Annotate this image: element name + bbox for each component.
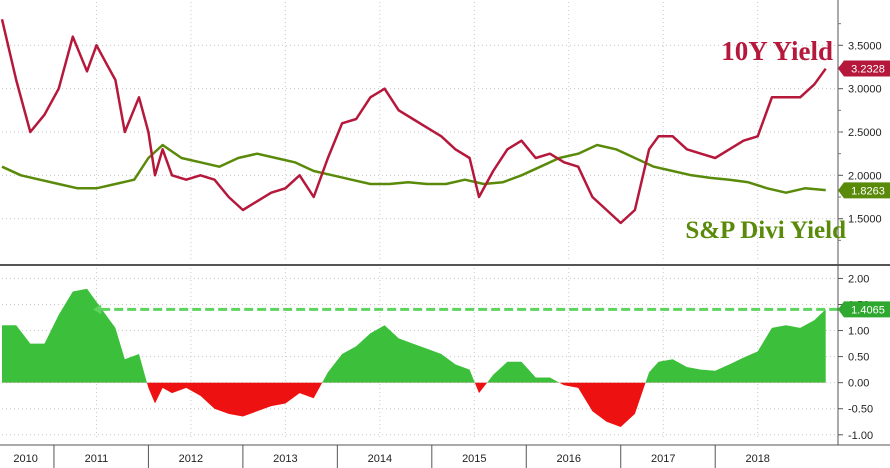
ten-year-last-value-badge-shape: [838, 60, 890, 77]
x-tick-label: 2011: [85, 453, 109, 465]
x-tick-label: 2017: [651, 453, 675, 465]
spread-area-series: [2, 288, 838, 427]
x-axis: 2010 2011 2012 2013 2014 2015 2016 2017 2018: [13, 445, 770, 468]
bottom-y-tick-label: 0.50: [848, 352, 869, 364]
x-tick-label: 2012: [179, 453, 203, 465]
top-y-tick-label: 1.5000: [848, 214, 882, 226]
x-tick-label: 2016: [557, 453, 581, 465]
top-y-tick-label: 2.5000: [848, 127, 882, 139]
bottom-y-tick-label: -1.00: [848, 430, 873, 442]
divi-last-value-badge-shape: [838, 182, 890, 199]
spread-positive-area: [2, 288, 826, 383]
divi-last-value-badge: 1.8263: [838, 182, 890, 199]
yield-line-series: [0, 19, 827, 225]
ten-year-yield-label: 10Y Yield: [721, 36, 833, 66]
ten-year-last-value-badge-text: 3.2328: [851, 63, 885, 75]
bottom-panel-y-axis: -1.00-0.500.000.501.001.502.00: [838, 273, 873, 442]
ten-year-yield-line: [0, 19, 827, 225]
spread-negative-area: [2, 382, 826, 427]
bottom-y-tick-label: -0.50: [848, 404, 873, 416]
bottom-y-tick-label: 2.00: [848, 273, 869, 285]
spread-last-value-badge-shape: [838, 301, 890, 318]
x-tick-label: 2013: [273, 453, 297, 465]
spread-last-value-badge-text: 1.4065: [851, 304, 885, 316]
divi-last-value-badge-text: 1.8263: [851, 185, 885, 197]
top-y-tick-label: 3.5000: [848, 40, 882, 52]
spread-reference-arrow: [93, 304, 102, 315]
sp-divi-yield-line: [1, 143, 826, 194]
x-tick-label: 2015: [462, 453, 486, 465]
spread-last-value-badge: 1.4065: [838, 301, 890, 318]
last-value-badges: 3.2328 1.8263 1.4065: [838, 60, 890, 318]
x-tick-label: 2014: [368, 453, 392, 465]
bottom-y-tick-label: 0.00: [848, 378, 869, 390]
top-y-tick-label: 2.0000: [848, 170, 882, 182]
x-tick-label: 2010: [13, 453, 37, 465]
top-panel-y-axis: 1.5000 2.0000 2.5000 3.0000 3.5000: [838, 23, 882, 241]
bottom-y-tick-label: 1.00: [848, 326, 869, 338]
x-tick-label: 2018: [745, 453, 769, 465]
ten-year-last-value-badge: 3.2328: [838, 60, 890, 77]
top-y-tick-label: 3.0000: [848, 84, 882, 96]
sp-divi-yield-label: S&P Divi Yield: [685, 217, 846, 244]
